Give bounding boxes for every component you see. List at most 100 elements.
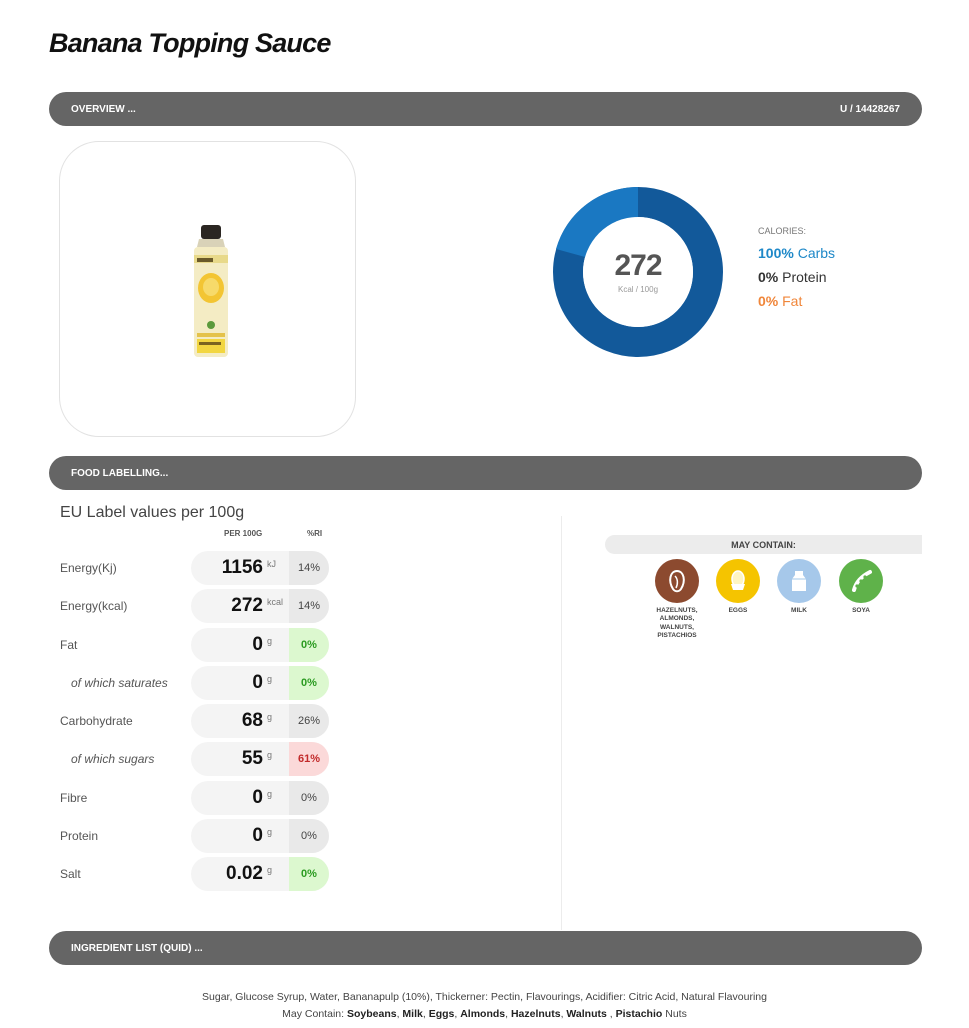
nutrient-value: 0.02 bbox=[191, 857, 289, 891]
milk-icon bbox=[777, 559, 821, 603]
calorie-legend: CALORIES: 100% Carbs 0% Protein 0% Fat bbox=[758, 226, 835, 317]
nutrient-name: of which saturates bbox=[71, 675, 168, 690]
nutrient-ri: 0% bbox=[289, 780, 329, 815]
overview-header[interactable]: OVERVIEW ... U / 14428267 bbox=[49, 92, 922, 126]
nutrient-unit: g bbox=[267, 712, 273, 722]
fat-legend: 0% Fat bbox=[758, 293, 803, 309]
nutrient-ri: 0% bbox=[289, 857, 329, 891]
nutrition-row: Fibre 0 g 0% bbox=[0, 780, 340, 815]
nutrition-row: Salt 0.02 g 0% bbox=[0, 857, 340, 891]
nutrient-value-pill: 0 g 0% bbox=[191, 780, 329, 815]
carbs-legend: 100% Carbs bbox=[758, 245, 836, 261]
nutrition-row: Protein 0 g 0% bbox=[0, 818, 340, 853]
allergen-milk-label: MILK bbox=[791, 607, 807, 614]
column-per100g: PER 100G bbox=[224, 529, 263, 538]
allergen-eggs-label: EGGS bbox=[728, 607, 748, 614]
soya-icon bbox=[839, 559, 883, 603]
nutrient-value: 0 bbox=[191, 819, 289, 853]
food-labelling-header[interactable]: FOOD LABELLING... bbox=[49, 456, 922, 490]
allergen-nuts: HAZELNUTS, ALMONDS, WALNUTS, PISTACHIOS bbox=[646, 559, 708, 641]
nutrient-value-pill: 1156 kJ 14% bbox=[191, 551, 329, 585]
nutrient-number: 272 bbox=[231, 595, 263, 617]
column-ri: %RI bbox=[307, 529, 323, 538]
nut-icon bbox=[655, 559, 699, 603]
allergen-milk: MILK bbox=[768, 559, 830, 615]
nutrient-unit: g bbox=[267, 865, 273, 875]
nutrient-ri: 14% bbox=[289, 551, 329, 585]
egg-icon bbox=[716, 559, 760, 603]
nutrient-number: 0 bbox=[252, 786, 263, 808]
nutrient-value: 1156 bbox=[191, 551, 289, 585]
nutrient-value: 55 bbox=[191, 742, 289, 776]
nutrient-value: 68 bbox=[191, 704, 289, 738]
nutrient-unit: kcal bbox=[267, 597, 284, 608]
nutrient-number: 0.02 bbox=[226, 863, 263, 884]
nutrient-ri: 14% bbox=[289, 589, 329, 624]
ingredient-list-label: INGREDIENT LIST (QUID) ... bbox=[71, 942, 203, 954]
allergen-eggs: EGGS bbox=[707, 559, 769, 615]
calories-label: CALORIES: bbox=[758, 226, 807, 236]
nutrient-value: 0 bbox=[191, 666, 289, 700]
nutrient-name: Fat bbox=[60, 637, 78, 652]
nutrient-unit: g bbox=[267, 788, 273, 799]
ingredient-list-header[interactable]: INGREDIENT LIST (QUID) ... bbox=[49, 931, 922, 965]
nutrition-row: Energy(Kj) 1156 kJ 14% bbox=[0, 551, 340, 585]
nutrient-number: 55 bbox=[241, 748, 263, 770]
calorie-value: 272 bbox=[614, 248, 662, 282]
nutrition-row: of which saturates 0 g 0% bbox=[0, 665, 340, 700]
may-contain-line: May Contain: Soybeans, Milk, Eggs, Almon… bbox=[282, 1007, 687, 1020]
product-code: U / 14428267 bbox=[839, 103, 900, 115]
calorie-total: 272 Kcal / 100g bbox=[553, 187, 723, 357]
product-bottle-image bbox=[194, 225, 228, 357]
overview-label: OVERVIEW ... bbox=[71, 103, 136, 115]
nutrient-name: Energy(kcal) bbox=[60, 599, 128, 614]
nutrient-number: 68 bbox=[241, 710, 263, 731]
nutrient-ri: 0% bbox=[289, 818, 329, 853]
calorie-donut-chart bbox=[553, 187, 723, 357]
nutrient-value-pill: 0 g 0% bbox=[191, 627, 329, 662]
nutrient-number: 1156 bbox=[221, 557, 263, 578]
allergen-nuts-label: HAZELNUTS, ALMONDS, WALNUTS, PISTACHIOS bbox=[656, 607, 698, 640]
nutrition-row: of which sugars 55 g 61% bbox=[0, 742, 340, 777]
protein-legend: 0% Protein bbox=[758, 269, 827, 285]
nutrient-name: Salt bbox=[60, 867, 81, 881]
section-divider bbox=[561, 516, 562, 930]
nutrient-ri: 61% bbox=[289, 742, 329, 777]
nutrient-unit: g bbox=[267, 673, 273, 684]
nutrient-value-pill: 55 g 61% bbox=[191, 742, 329, 777]
carbs-ring-highlight bbox=[556, 187, 638, 260]
nutrient-value-pill: 272 kcal 14% bbox=[191, 589, 329, 624]
nutrient-unit: g bbox=[267, 750, 273, 761]
nutrient-value-pill: 0.02 g 0% bbox=[191, 857, 329, 891]
calorie-unit: Kcal / 100g bbox=[617, 284, 659, 294]
nutrition-row: Fat 0 g 0% bbox=[0, 627, 340, 662]
nutrient-value-pill: 0 g 0% bbox=[191, 818, 329, 853]
ingredient-text: Sugar, Glucose Syrup, Water, Bananapulp … bbox=[0, 989, 969, 1023]
nutrient-name: Carbohydrate bbox=[60, 714, 133, 728]
nutrition-row: Energy(kcal) 272 kcal 14% bbox=[0, 589, 340, 624]
nutrient-unit: kJ bbox=[267, 559, 276, 569]
nutrient-ri: 0% bbox=[289, 627, 329, 662]
nutrient-name: Fibre bbox=[60, 790, 88, 805]
nutrient-unit: g bbox=[267, 826, 273, 837]
nutrient-ri: 26% bbox=[289, 704, 329, 738]
food-labelling-label: FOOD LABELLING... bbox=[71, 467, 169, 479]
nutrient-name: of which sugars bbox=[71, 752, 155, 767]
product-image-card bbox=[59, 141, 356, 437]
nutrient-value: 0 bbox=[191, 781, 289, 815]
ingredient-list: Sugar, Glucose Syrup, Water, Bananapulp … bbox=[202, 991, 767, 1003]
nutrient-unit: g bbox=[267, 635, 273, 646]
page-title: Banana Topping Sauce bbox=[49, 28, 331, 58]
nutrient-name: Protein bbox=[60, 828, 99, 843]
nutrient-number: 0 bbox=[252, 671, 263, 693]
allergen-soya: SOYA bbox=[830, 559, 892, 615]
nutrient-value: 272 bbox=[191, 589, 289, 623]
nutrient-value-pill: 0 g 0% bbox=[191, 665, 329, 700]
eu-label-title: EU Label values per 100g bbox=[60, 504, 245, 521]
may-contain-label: MAY CONTAIN: bbox=[605, 535, 922, 554]
nutrient-name: Energy(Kj) bbox=[60, 561, 117, 575]
nutrient-number: 0 bbox=[252, 824, 263, 846]
nutrient-ri: 0% bbox=[289, 665, 329, 700]
nutrition-row: Carbohydrate 68 g 26% bbox=[0, 704, 340, 738]
allergen-soya-label: SOYA bbox=[852, 607, 870, 614]
